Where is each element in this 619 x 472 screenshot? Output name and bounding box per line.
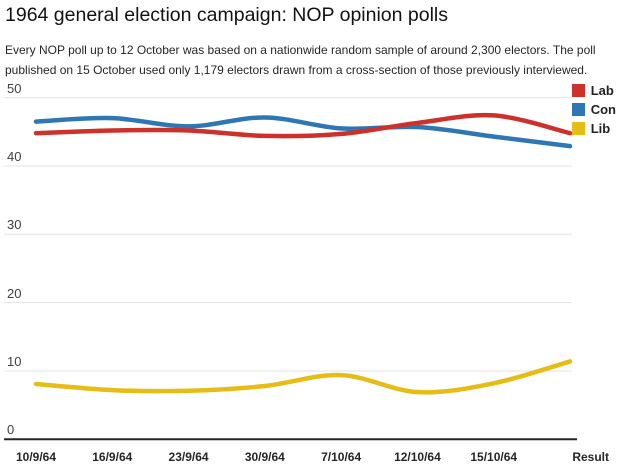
line-chart: 0 10 20 30 40 50 10/9/64 16/9/64 23/9/64 30/9/64… — [0, 80, 619, 472]
con-line — [33, 115, 573, 149]
x-tick-label-15-10-64: 15/10/64 — [470, 450, 518, 464]
legend-label-lib: Lib — [590, 121, 611, 136]
x-tick-label-result: Result — [572, 450, 609, 464]
x-tick-label-30-9-64: 30/9/64 — [244, 450, 285, 464]
lab-swatch-icon — [571, 84, 585, 97]
legend-item-lab: Lab — [571, 83, 616, 98]
subtitle-line-1: Every NOP poll up to 12 October was base… — [5, 43, 596, 57]
x-tick-label-10-9-64: 10/9/64 — [15, 450, 57, 464]
chart-subtitle: Every NOP poll up to 12 October was base… — [5, 40, 613, 80]
con-swatch-icon — [571, 103, 585, 116]
y-tick-label-30: 30 — [7, 217, 22, 233]
y-tick-label-20: 20 — [7, 285, 22, 301]
legend-label-lab: Lab — [590, 83, 614, 98]
lib-line — [33, 359, 573, 395]
x-tick-label-16-9-64: 16/9/64 — [92, 450, 133, 464]
x-tick-label-23-9-64: 23/9/64 — [168, 450, 209, 464]
lab-line — [33, 112, 573, 139]
x-tick-label-7-10-64: 7/10/64 — [321, 450, 362, 464]
legend-label-con: Con — [590, 102, 616, 117]
y-tick-label-10: 10 — [7, 353, 22, 369]
y-tick-label-40: 40 — [7, 148, 22, 164]
chart-legend: Lab Con Lib — [571, 83, 616, 141]
y-tick-label-50: 50 — [7, 80, 22, 96]
lib-swatch-icon — [571, 122, 585, 135]
legend-item-lib: Lib — [571, 121, 616, 136]
x-tick-label-12-10-64: 12/10/64 — [394, 450, 441, 464]
subtitle-line-2: published on 15 October used only 1,179 … — [5, 63, 588, 77]
legend-item-con: Con — [571, 102, 616, 117]
y-tick-label-0: 0 — [7, 422, 15, 438]
page-title: 1964 general election campaign: NOP opin… — [5, 4, 449, 26]
plot-canvas — [4, 97, 577, 441]
